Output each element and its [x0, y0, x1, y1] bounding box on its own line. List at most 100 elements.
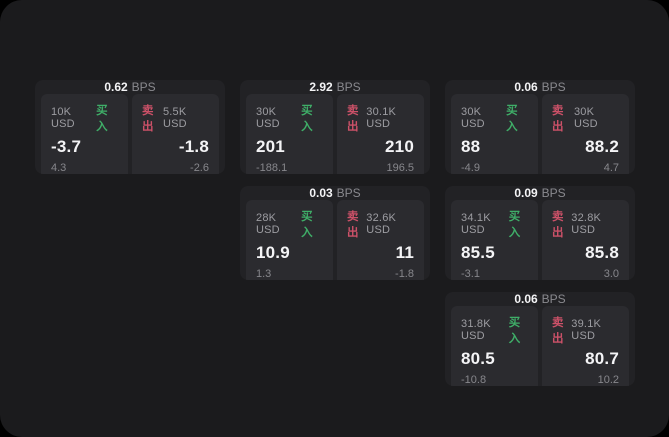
buy-side-label: 买入	[96, 105, 108, 133]
quote-card: 2.92 BPS 30K USD 买入 201 -188.1 卖出 30.1K …	[240, 80, 430, 174]
card-header: 0.09 BPS	[445, 186, 635, 200]
sell-panel[interactable]: 卖出 32.8K USD 85.8 3.0	[542, 200, 629, 280]
card-header: 2.92 BPS	[240, 80, 430, 94]
buy-delta: -188.1	[256, 162, 288, 174]
sell-price: 210	[385, 137, 414, 156]
bps-value: 0.62	[104, 80, 128, 94]
buy-side-label: 买入	[506, 105, 518, 133]
bps-value: 0.06	[514, 80, 538, 94]
quotes-grid: 0.62 BPS 10K USD 买入 -3.7 4.3 卖出 5.5K USD…	[35, 80, 635, 386]
buy-side-label: 买入	[508, 317, 521, 345]
sell-delta: -2.6	[190, 162, 209, 174]
bps-value: 0.09	[514, 186, 538, 200]
sell-panel[interactable]: 卖出 30K USD 88.2 4.7	[542, 94, 629, 174]
buy-panel-top: 31.8K USD 买入	[461, 314, 528, 346]
sell-amount: 30.1K USD	[366, 106, 397, 130]
bps-unit-label: BPS	[541, 292, 566, 306]
buy-delta: 1.3	[256, 268, 272, 280]
sell-panel[interactable]: 卖出 5.5K USD -1.8 -2.6	[132, 94, 219, 174]
buy-amount: 34.1K USD	[461, 212, 491, 236]
quote-card: 0.62 BPS 10K USD 买入 -3.7 4.3 卖出 5.5K USD…	[35, 80, 225, 174]
card-header: 0.06 BPS	[445, 292, 635, 306]
buy-panel-top: 30K USD 买入	[256, 102, 323, 134]
sell-panel[interactable]: 卖出 30.1K USD 210 196.5	[337, 94, 424, 174]
quote-card: 0.09 BPS 34.1K USD 买入 85.5 -3.1 卖出 32.8K…	[445, 186, 635, 280]
buy-sell-panels: 31.8K USD 买入 80.5 -10.8 卖出 39.1K USD 80.…	[451, 306, 629, 386]
sell-delta: 4.7	[603, 162, 619, 174]
sell-side-label: 卖出	[347, 105, 359, 133]
buy-delta: -4.9	[461, 162, 480, 174]
buy-price: 201	[256, 137, 285, 156]
bps-value: 2.92	[309, 80, 333, 94]
buy-side-label: 买入	[301, 105, 313, 133]
sell-side-label: 卖出	[552, 211, 564, 239]
sell-side-label: 卖出	[142, 105, 154, 133]
sell-side-label: 卖出	[552, 317, 564, 345]
buy-sell-panels: 30K USD 买入 201 -188.1 卖出 30.1K USD 210 1…	[246, 94, 424, 174]
buy-panel[interactable]: 31.8K USD 买入 80.5 -10.8	[451, 306, 538, 386]
buy-amount: 28K USD	[256, 212, 280, 236]
sell-amount: 30K USD	[573, 106, 598, 130]
sell-price: 11	[395, 243, 414, 262]
buy-price: -3.7	[51, 137, 82, 156]
buy-panel-top: 34.1K USD 买入	[461, 208, 528, 240]
sell-delta: 10.2	[597, 374, 619, 386]
sell-side-label: 卖出	[347, 211, 359, 239]
buy-amount: 31.8K USD	[461, 318, 491, 342]
buy-amount: 10K USD	[51, 106, 75, 130]
bps-unit-label: BPS	[131, 80, 156, 94]
sell-panel[interactable]: 卖出 39.1K USD 80.7 10.2	[542, 306, 629, 386]
sell-panel-top: 卖出 32.6K USD	[347, 208, 414, 240]
card-header: 0.03 BPS	[240, 186, 430, 200]
card-header: 0.62 BPS	[35, 80, 225, 94]
buy-amount: 30K USD	[461, 106, 485, 130]
bps-unit-label: BPS	[336, 80, 361, 94]
sell-delta: 196.5	[386, 162, 414, 174]
quote-card: 0.06 BPS 31.8K USD 买入 80.5 -10.8 卖出 39.1…	[445, 292, 635, 386]
sell-price: 88.2	[585, 137, 619, 156]
buy-delta: -10.8	[461, 374, 487, 386]
buy-panel[interactable]: 34.1K USD 买入 85.5 -3.1	[451, 200, 538, 280]
sell-panel[interactable]: 卖出 32.6K USD 11 -1.8	[337, 200, 424, 280]
bps-value: 0.06	[514, 292, 538, 306]
buy-panel[interactable]: 28K USD 买入 10.9 1.3	[246, 200, 333, 280]
buy-price: 88	[461, 137, 481, 156]
sell-panel-top: 卖出 30.1K USD	[347, 102, 414, 134]
quote-card: 0.03 BPS 28K USD 买入 10.9 1.3 卖出 32.6K US…	[240, 186, 430, 280]
sell-delta: -1.8	[395, 268, 414, 280]
buy-panel[interactable]: 30K USD 买入 201 -188.1	[246, 94, 333, 174]
sell-panel-top: 卖出 5.5K USD	[142, 102, 209, 134]
card-header: 0.06 BPS	[445, 80, 635, 94]
buy-delta: -3.1	[461, 268, 480, 280]
bps-unit-label: BPS	[541, 186, 566, 200]
buy-side-label: 买入	[301, 211, 313, 239]
bps-unit-label: BPS	[336, 186, 361, 200]
sell-panel-top: 卖出 32.8K USD	[552, 208, 619, 240]
sell-price: 85.8	[585, 243, 619, 262]
sell-panel-top: 卖出 39.1K USD	[552, 314, 619, 346]
sell-panel-top: 卖出 30K USD	[552, 102, 619, 134]
buy-price: 10.9	[256, 243, 290, 262]
buy-panel-top: 28K USD 买入	[256, 208, 323, 240]
sell-price: 80.7	[585, 349, 619, 368]
buy-panel[interactable]: 30K USD 买入 88 -4.9	[451, 94, 538, 174]
quote-card: 0.06 BPS 30K USD 买入 88 -4.9 卖出 30K USD 8…	[445, 80, 635, 174]
buy-price: 85.5	[461, 243, 495, 262]
buy-sell-panels: 28K USD 买入 10.9 1.3 卖出 32.6K USD 11 -1.8	[246, 200, 424, 280]
sell-amount: 32.6K USD	[366, 212, 397, 236]
bps-value: 0.03	[309, 186, 333, 200]
buy-sell-panels: 10K USD 买入 -3.7 4.3 卖出 5.5K USD -1.8 -2.…	[41, 94, 219, 174]
bps-unit-label: BPS	[541, 80, 566, 94]
sell-amount: 32.8K USD	[571, 212, 602, 236]
sell-amount: 39.1K USD	[571, 318, 602, 342]
buy-price: 80.5	[461, 349, 495, 368]
buy-panel-top: 10K USD 买入	[51, 102, 118, 134]
buy-delta: 4.3	[51, 162, 67, 174]
buy-amount: 30K USD	[256, 106, 280, 130]
buy-panel[interactable]: 10K USD 买入 -3.7 4.3	[41, 94, 128, 174]
buy-panel-top: 30K USD 买入	[461, 102, 528, 134]
sell-delta: 3.0	[603, 268, 619, 280]
buy-sell-panels: 30K USD 买入 88 -4.9 卖出 30K USD 88.2 4.7	[451, 94, 629, 174]
sell-price: -1.8	[178, 137, 209, 156]
